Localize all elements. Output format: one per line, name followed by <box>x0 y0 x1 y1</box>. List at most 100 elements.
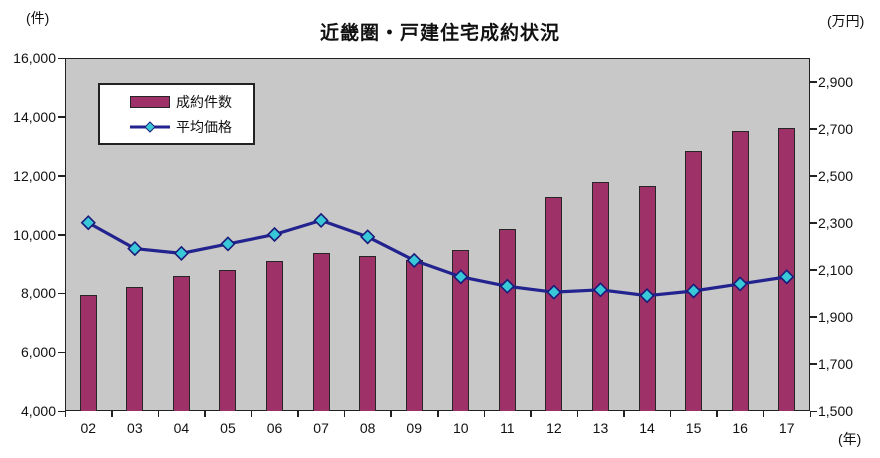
avg-price-marker-16 <box>732 276 748 292</box>
right-axis-tickmark <box>810 222 817 224</box>
right-axis-tick-label: 1,700 <box>818 355 854 372</box>
x-axis-tickmark <box>530 411 532 417</box>
avg-price-marker-02 <box>80 215 96 231</box>
avg-price-marker-17 <box>779 269 795 285</box>
right-axis-tickmark <box>810 81 817 83</box>
x-axis-tick-label: 08 <box>359 420 376 436</box>
avg-price-marker-07 <box>313 212 329 229</box>
avg-price-marker-03 <box>127 240 143 257</box>
legend-item-avg-price: 平均価格 <box>130 117 253 137</box>
x-axis-tick-label: 11 <box>500 420 515 436</box>
right-axis-tick-label: 2,700 <box>818 120 854 137</box>
x-axis-tickmark <box>437 411 439 417</box>
x-axis-tickmark <box>390 411 392 417</box>
x-axis-tick-label: 10 <box>452 420 469 436</box>
legend-bar-label: 成約件数 <box>176 93 232 110</box>
right-axis-tick-label: 2,300 <box>818 214 854 231</box>
left-axis-tick-label: 16,000 <box>13 50 56 66</box>
left-axis-tickmark <box>58 351 65 354</box>
x-axis-tickmark <box>762 411 765 417</box>
legend-line-label: 平均価格 <box>176 118 232 135</box>
bar-11 <box>498 229 516 411</box>
bar-05 <box>219 270 237 411</box>
left-axis-tick-label: 4,000 <box>20 403 56 419</box>
x-axis-unit-label: (年) <box>838 431 862 447</box>
x-axis-tickmark <box>483 411 486 417</box>
x-axis-tickmark <box>623 411 625 417</box>
x-axis-tickmark <box>576 411 579 417</box>
left-axis-tickmark <box>58 116 65 118</box>
x-axis-tickmark <box>157 411 160 417</box>
bar-series-swatch <box>130 95 170 108</box>
left-axis-tick-label: 14,000 <box>13 108 56 125</box>
x-axis-tickmark <box>111 411 113 417</box>
bar-08 <box>359 256 377 411</box>
x-axis-tick-label: 13 <box>592 420 609 436</box>
avg-price-marker-04 <box>173 245 190 261</box>
x-axis-tick-label: 14 <box>639 420 655 436</box>
bar-15 <box>685 151 703 411</box>
x-axis-tickmark <box>716 411 718 417</box>
right-axis-tick-label: 1,500 <box>818 403 854 419</box>
right-axis-tickmark <box>810 128 817 130</box>
x-axis-tick-label: 03 <box>127 420 143 436</box>
left-axis-tick-label: 6,000 <box>20 344 56 361</box>
bar-07 <box>312 252 330 411</box>
right-axis-tick-label: 2,500 <box>818 167 854 184</box>
x-axis-tick-label: 15 <box>685 420 702 436</box>
x-axis-tick-label: 07 <box>313 420 329 436</box>
right-axis-tickmark <box>810 175 817 177</box>
left-axis-tickmark <box>58 57 65 59</box>
left-axis-unit-label: (件) <box>26 10 50 26</box>
bar-04 <box>172 275 190 411</box>
avg-price-marker-15 <box>685 283 702 299</box>
left-axis-tickmark <box>58 175 65 177</box>
avg-price-marker-11 <box>499 278 515 294</box>
x-axis-tick-label: 05 <box>220 420 236 436</box>
x-axis-tick-label: 17 <box>778 420 795 436</box>
x-axis-tickmark <box>250 411 253 417</box>
x-axis-tickmark <box>809 411 811 417</box>
x-axis-tick-label: 09 <box>406 420 422 436</box>
left-axis-tickmark <box>58 410 65 412</box>
avg-price-marker-12 <box>546 284 562 300</box>
bar-10 <box>452 250 470 411</box>
line-series-swatch <box>130 120 170 133</box>
x-axis-tick-label: 02 <box>80 420 97 436</box>
avg-price-marker-08 <box>360 229 376 245</box>
x-axis-tickmark <box>297 411 299 417</box>
left-axis-tick-label: 8,000 <box>20 285 56 302</box>
right-axis-tickmark <box>810 269 817 271</box>
avg-price-marker-05 <box>220 236 236 252</box>
chart-title: 近畿圏・戸建住宅成約状況 <box>319 23 560 44</box>
bar-16 <box>731 130 749 411</box>
x-axis-tick-label: 06 <box>266 420 283 436</box>
x-axis-tickmark <box>64 411 66 417</box>
right-axis-unit-label: (万円) <box>827 13 865 29</box>
left-axis-tickmark <box>58 292 65 295</box>
right-axis-tick-label: 2,100 <box>818 261 854 278</box>
avg-price-marker-14 <box>639 288 655 304</box>
bar-06 <box>266 260 284 411</box>
x-axis-tickmark <box>204 411 206 417</box>
avg-price-marker-10 <box>453 269 469 285</box>
right-axis-tick-label: 2,900 <box>818 73 854 90</box>
x-axis-tick-label: 12 <box>546 420 562 436</box>
right-axis-tick-label: 1,900 <box>818 308 854 325</box>
left-axis-tickmark <box>58 234 65 236</box>
avg-price-line <box>87 218 787 298</box>
left-axis-tick-label: 12,000 <box>13 167 56 184</box>
legend: 成約件数 平均価格 <box>98 83 255 145</box>
avg-price-marker-09 <box>406 252 422 269</box>
x-axis-tickmark <box>669 411 672 417</box>
avg-price-marker-13 <box>592 282 609 298</box>
right-axis-tickmark <box>810 410 817 412</box>
left-axis-tick-label: 10,000 <box>13 226 56 243</box>
x-axis-tickmark <box>343 411 346 417</box>
line-layer <box>80 212 795 304</box>
right-axis-tickmark <box>810 363 817 365</box>
avg-price-marker-06 <box>266 226 283 243</box>
bar-12 <box>545 197 563 411</box>
bar-02 <box>79 295 97 411</box>
